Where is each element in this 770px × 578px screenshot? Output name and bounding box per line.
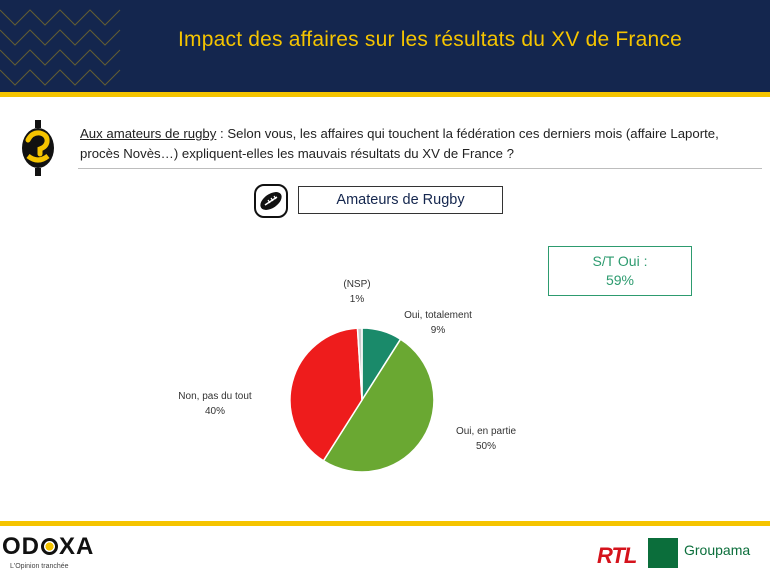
slice-value-label: 9%	[431, 325, 446, 336]
summary-label: S/T Oui :	[592, 253, 648, 269]
pie-slice	[356, 327, 363, 401]
header-pattern	[0, 9, 121, 86]
odoxa-tagline: L'Opinion tranchée	[10, 563, 69, 570]
header-divider	[0, 92, 770, 97]
slice-label: (NSP)	[343, 279, 370, 290]
question-audience: Aux amateurs de rugby	[80, 126, 217, 141]
slice-label: Oui, totalement	[404, 310, 472, 321]
odoxa-logo-right: XA	[59, 533, 95, 560]
odoxa-logo: OD XA	[2, 533, 94, 561]
odoxa-logo-circle	[41, 538, 58, 555]
page-title: Impact des affaires sur les résultats du…	[178, 28, 682, 51]
slice-value-label: 50%	[476, 441, 496, 452]
audience-label-box: Amateurs de Rugby	[298, 186, 503, 214]
question-body: : Selon vous, les affaires qui touchent …	[80, 126, 719, 161]
question-divider	[78, 168, 762, 169]
slice-label: Non, pas du tout	[178, 391, 252, 402]
groupama-logo-text: Groupama	[684, 542, 751, 558]
footer-divider	[0, 521, 770, 526]
rugby-ball-icon	[254, 184, 288, 218]
slice-value-label: 1%	[350, 294, 365, 305]
summary-box: S/T Oui : 59%	[548, 246, 692, 296]
header-banner: Impact des affaires sur les résultats du…	[0, 0, 770, 92]
groupama-icon	[648, 538, 678, 568]
pie-slice	[289, 327, 363, 462]
slice-value-label: 40%	[205, 406, 225, 417]
question-text: Aux amateurs de rugby : Selon vous, les …	[80, 124, 760, 164]
pie-slice	[322, 338, 435, 473]
slice-label: Oui, en partie	[456, 426, 516, 437]
summary-value: 59%	[605, 272, 635, 288]
odoxa-logo-left: OD	[2, 533, 40, 560]
question-mark-icon	[22, 120, 54, 176]
rtl-logo: RTL	[597, 543, 637, 568]
